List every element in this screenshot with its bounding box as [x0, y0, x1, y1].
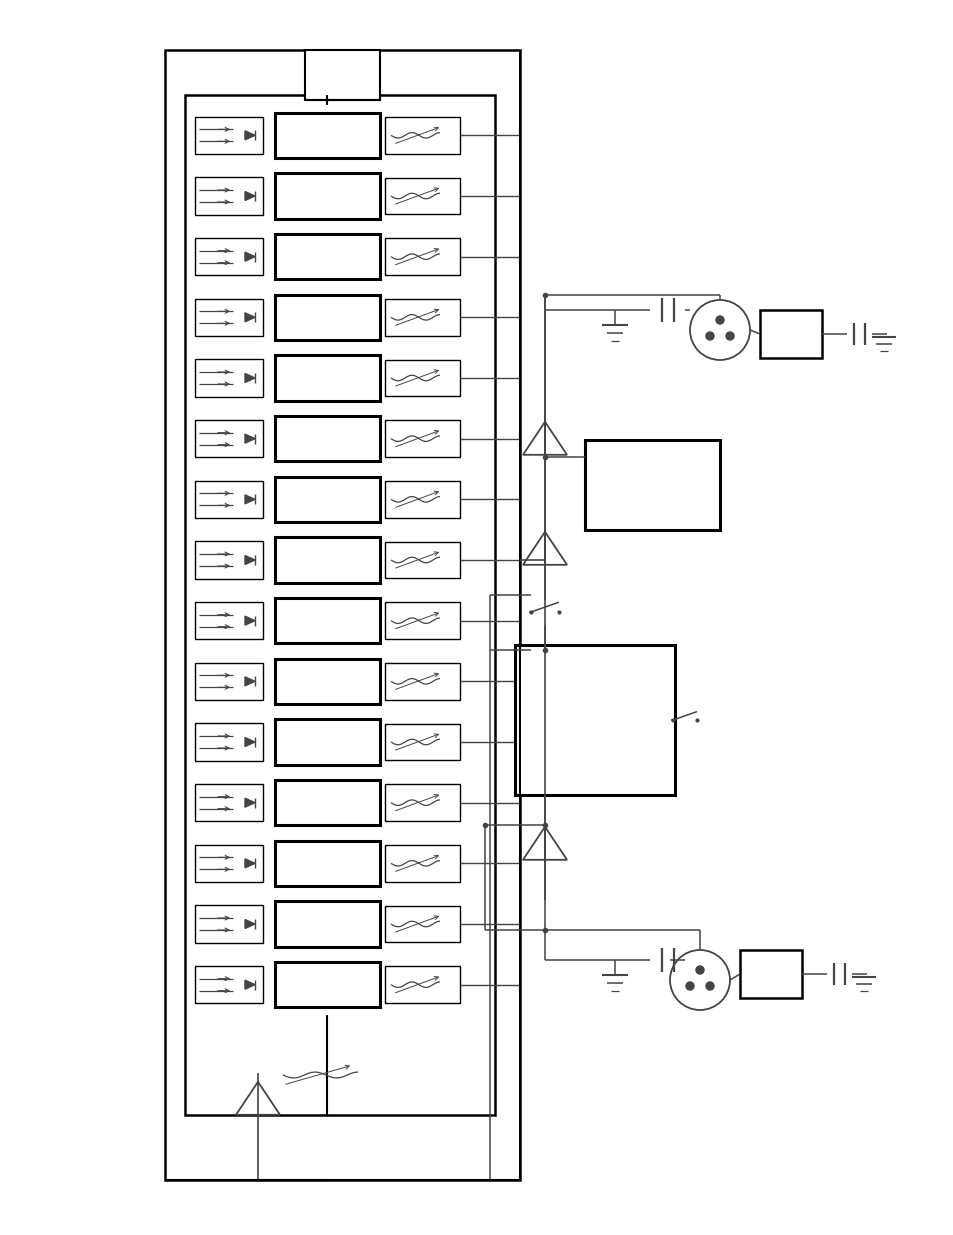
- FancyBboxPatch shape: [194, 724, 263, 761]
- FancyBboxPatch shape: [194, 784, 263, 821]
- FancyBboxPatch shape: [194, 299, 263, 336]
- FancyBboxPatch shape: [274, 658, 379, 704]
- Polygon shape: [245, 981, 254, 989]
- FancyBboxPatch shape: [274, 537, 379, 583]
- FancyBboxPatch shape: [194, 480, 263, 519]
- Polygon shape: [245, 858, 254, 868]
- FancyBboxPatch shape: [274, 781, 379, 825]
- FancyBboxPatch shape: [274, 719, 379, 764]
- Polygon shape: [245, 312, 254, 322]
- FancyBboxPatch shape: [385, 359, 459, 396]
- Polygon shape: [245, 435, 254, 443]
- FancyBboxPatch shape: [165, 49, 519, 1179]
- Circle shape: [725, 332, 733, 340]
- FancyBboxPatch shape: [194, 601, 263, 640]
- FancyBboxPatch shape: [385, 967, 459, 1003]
- FancyBboxPatch shape: [274, 173, 379, 219]
- FancyBboxPatch shape: [385, 784, 459, 821]
- Circle shape: [685, 982, 693, 990]
- Circle shape: [705, 982, 713, 990]
- Polygon shape: [245, 677, 254, 685]
- FancyBboxPatch shape: [185, 95, 495, 1115]
- FancyBboxPatch shape: [385, 905, 459, 942]
- FancyBboxPatch shape: [194, 966, 263, 1004]
- Polygon shape: [245, 131, 254, 140]
- FancyBboxPatch shape: [385, 542, 459, 578]
- Circle shape: [716, 316, 723, 324]
- FancyBboxPatch shape: [274, 962, 379, 1008]
- FancyBboxPatch shape: [274, 112, 379, 158]
- FancyBboxPatch shape: [194, 662, 263, 700]
- Polygon shape: [245, 798, 254, 808]
- Polygon shape: [245, 616, 254, 625]
- FancyBboxPatch shape: [385, 238, 459, 275]
- Circle shape: [696, 966, 703, 974]
- FancyBboxPatch shape: [274, 598, 379, 643]
- FancyBboxPatch shape: [385, 178, 459, 214]
- FancyBboxPatch shape: [385, 117, 459, 153]
- FancyBboxPatch shape: [274, 841, 379, 885]
- FancyBboxPatch shape: [385, 724, 459, 761]
- FancyBboxPatch shape: [274, 477, 379, 522]
- Polygon shape: [245, 373, 254, 383]
- FancyBboxPatch shape: [194, 905, 263, 942]
- FancyBboxPatch shape: [274, 356, 379, 400]
- Polygon shape: [245, 252, 254, 261]
- FancyBboxPatch shape: [274, 902, 379, 947]
- FancyBboxPatch shape: [385, 299, 459, 336]
- Polygon shape: [245, 737, 254, 746]
- FancyBboxPatch shape: [194, 420, 263, 457]
- FancyBboxPatch shape: [584, 440, 720, 530]
- FancyBboxPatch shape: [385, 482, 459, 517]
- FancyBboxPatch shape: [194, 116, 263, 154]
- FancyBboxPatch shape: [305, 49, 379, 100]
- FancyBboxPatch shape: [760, 310, 821, 358]
- Polygon shape: [245, 556, 254, 564]
- FancyBboxPatch shape: [194, 359, 263, 396]
- FancyBboxPatch shape: [385, 603, 459, 638]
- FancyBboxPatch shape: [385, 663, 459, 699]
- FancyBboxPatch shape: [274, 233, 379, 279]
- FancyBboxPatch shape: [274, 416, 379, 462]
- FancyBboxPatch shape: [194, 541, 263, 579]
- FancyBboxPatch shape: [194, 177, 263, 215]
- FancyBboxPatch shape: [194, 238, 263, 275]
- Circle shape: [705, 332, 713, 340]
- FancyBboxPatch shape: [194, 845, 263, 882]
- FancyBboxPatch shape: [740, 950, 801, 998]
- Polygon shape: [245, 191, 254, 200]
- Polygon shape: [245, 920, 254, 929]
- FancyBboxPatch shape: [515, 645, 675, 795]
- FancyBboxPatch shape: [274, 295, 379, 340]
- FancyBboxPatch shape: [385, 845, 459, 882]
- Polygon shape: [245, 495, 254, 504]
- FancyBboxPatch shape: [385, 420, 459, 457]
